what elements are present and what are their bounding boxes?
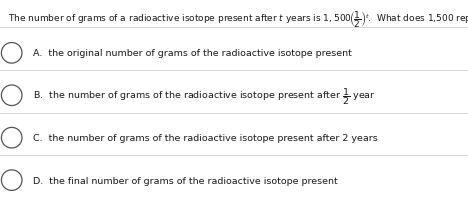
Text: C.  the number of grams of the radioactive isotope present after 2 years: C. the number of grams of the radioactiv… — [33, 133, 378, 143]
Text: B.  the number of grams of the radioactive isotope present after $\dfrac{1}{2}$ : B. the number of grams of the radioactiv… — [33, 85, 375, 106]
Text: A.  the original number of grams of the radioactive isotope present: A. the original number of grams of the r… — [33, 49, 351, 58]
Text: The number of grams of a radioactive isotope present after $t$ years is $1,500\!: The number of grams of a radioactive iso… — [8, 9, 468, 30]
Text: D.  the final number of grams of the radioactive isotope present: D. the final number of grams of the radi… — [33, 176, 337, 185]
